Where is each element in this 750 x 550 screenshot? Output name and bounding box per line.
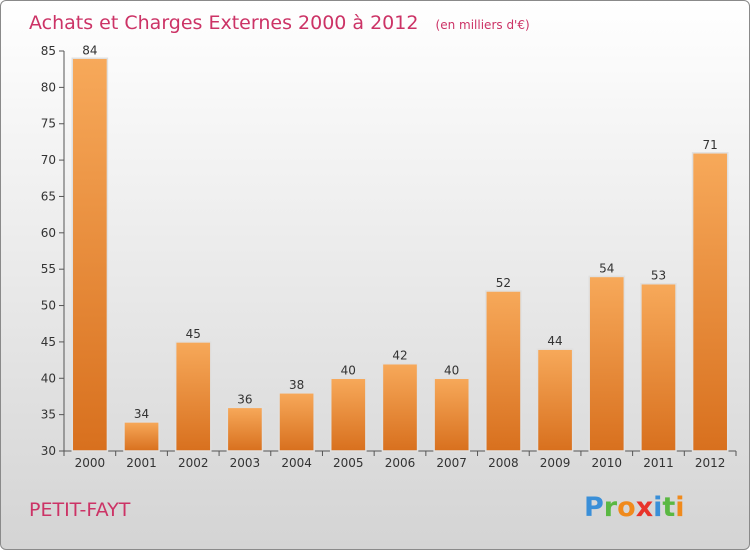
x-tick-label: 2010 xyxy=(591,456,622,470)
bar-value-label: 53 xyxy=(651,269,666,283)
bar-value-label: 40 xyxy=(444,363,459,377)
bar xyxy=(536,348,574,452)
bar-value-label: 36 xyxy=(237,392,252,406)
x-tick-label: 2006 xyxy=(385,456,416,470)
bar xyxy=(123,421,160,452)
bar-value-label: 71 xyxy=(703,138,718,152)
place-name: PETIT-FAYT xyxy=(29,499,131,521)
x-tick-label: 2011 xyxy=(643,456,674,470)
y-tick-label: 75 xyxy=(41,117,56,131)
y-tick-label: 70 xyxy=(41,153,56,167)
y-tick-label: 80 xyxy=(41,80,56,94)
bar xyxy=(226,406,264,452)
y-tick-label: 55 xyxy=(41,262,56,276)
bar-value-label: 84 xyxy=(82,43,97,57)
x-tick-label: 2005 xyxy=(333,456,364,470)
logo-letter: t xyxy=(662,492,675,523)
y-tick-label: 50 xyxy=(41,299,56,313)
y-tick-label: 85 xyxy=(41,44,56,58)
x-tick-label: 2008 xyxy=(488,456,519,470)
x-tick-label: 2001 xyxy=(126,456,157,470)
logo-letter: i xyxy=(675,492,684,523)
axes: 30 35 40 45 50 55 60 65 70 75 80 85 2000 2001 2002 2003… xyxy=(41,44,737,470)
logo-letter: i xyxy=(653,492,662,523)
chart-title: Achats et Charges Externes 2000 à 2012 (… xyxy=(29,12,530,34)
bar-value-label: 38 xyxy=(289,378,304,392)
logo-letter: P xyxy=(584,492,604,523)
chart-subtitle: (en milliers d'€) xyxy=(436,18,530,32)
logo-letter: r xyxy=(604,492,618,523)
bar xyxy=(329,377,367,452)
x-tick-label: 2007 xyxy=(436,456,467,470)
bar xyxy=(691,152,729,452)
bar xyxy=(278,392,315,452)
chart-title-main: Achats et Charges Externes 2000 à 2012 xyxy=(29,12,418,34)
bar-value-label: 52 xyxy=(496,276,511,290)
bar-value-label: 44 xyxy=(547,334,562,348)
y-tick-label: 40 xyxy=(41,371,56,385)
logo-letter: o xyxy=(617,492,636,523)
x-tick-label: 2012 xyxy=(695,456,726,470)
proxiti-logo: Proxiti xyxy=(584,492,685,523)
y-tick-label: 30 xyxy=(41,444,56,458)
bar xyxy=(381,362,419,452)
y-tick-label: 60 xyxy=(41,226,56,240)
logo-letter: x xyxy=(636,492,653,523)
bar xyxy=(640,282,677,452)
x-tick-label: 2000 xyxy=(75,456,106,470)
bar-value-label: 54 xyxy=(599,261,614,275)
bar xyxy=(433,377,471,452)
bar xyxy=(71,57,109,452)
y-tick-label: 45 xyxy=(41,335,56,349)
bar xyxy=(485,290,522,452)
y-tick-label: 65 xyxy=(41,189,56,203)
x-tick-label: 2004 xyxy=(281,456,312,470)
bar-value-label: 34 xyxy=(134,407,149,421)
x-tick-label: 2003 xyxy=(230,456,261,470)
y-tick-label: 35 xyxy=(41,408,56,422)
x-tick-label: 2002 xyxy=(178,456,209,470)
bar xyxy=(174,341,212,452)
bar-value-label: 42 xyxy=(392,349,407,363)
bar-value-label: 45 xyxy=(186,327,201,341)
bar-value-label: 40 xyxy=(341,363,356,377)
x-tick-label: 2009 xyxy=(540,456,571,470)
bars: 84 34 45 36 38 40 42 40 52 44 54 53 71 xyxy=(71,43,729,452)
bar xyxy=(588,275,626,452)
